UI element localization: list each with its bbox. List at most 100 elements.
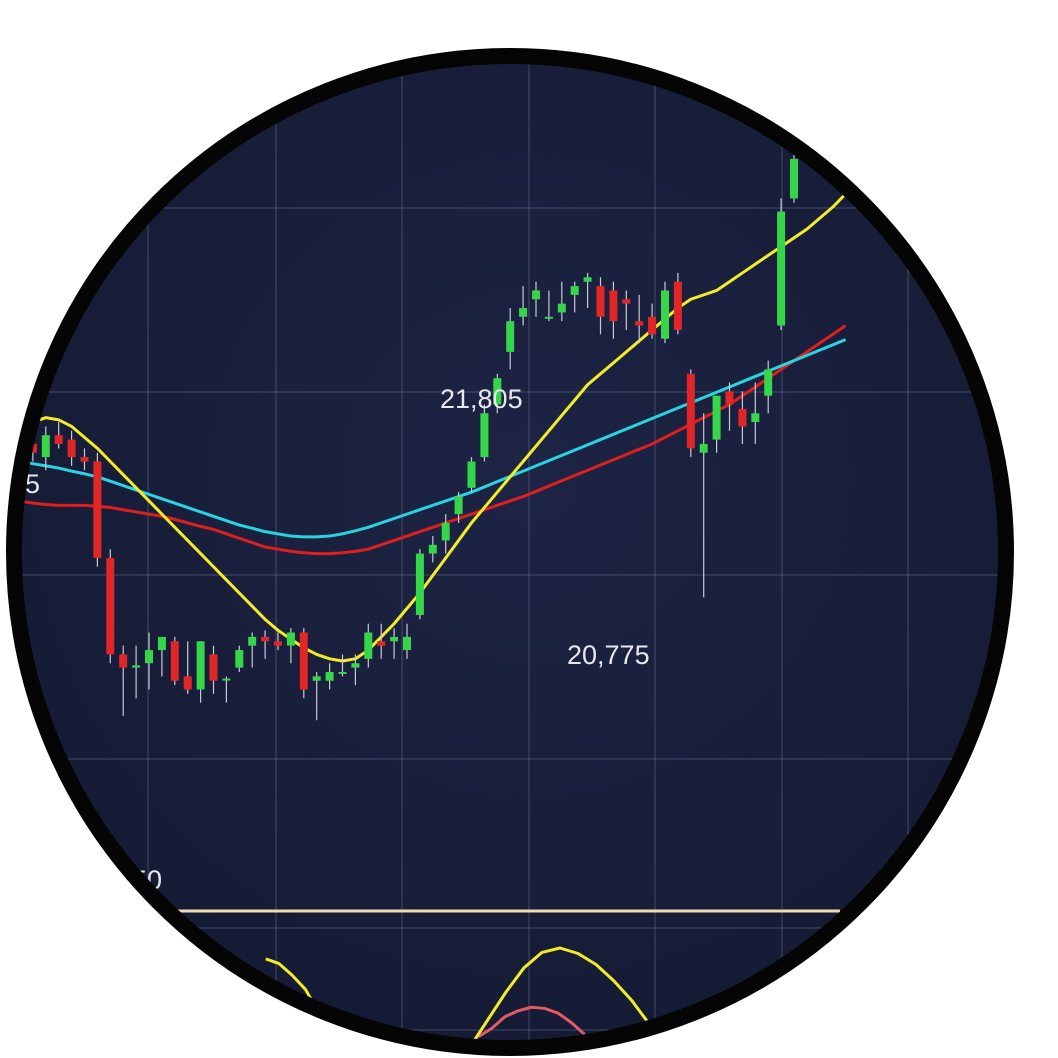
candle-body-bear [93,461,102,558]
candle [661,281,669,344]
candle [54,422,63,449]
candle-body-bear [209,654,218,681]
candle [351,654,360,686]
candle [415,549,424,620]
lens-bezel [6,48,1014,1056]
candle [493,373,502,414]
candle-body-bear [648,316,657,335]
candle-body-bear [725,391,734,405]
candle [338,654,347,677]
candle-body-bear [828,84,837,89]
candle [403,623,411,659]
candle-body-bear [54,435,63,444]
candle-body-bear [80,457,89,462]
candle [222,676,231,703]
candle [377,623,386,659]
candle-body-bear [299,632,308,690]
candle [196,641,205,703]
candle-body-bull [790,158,798,199]
candle [312,671,321,721]
candle [132,645,141,699]
candle-body-bear [596,286,605,317]
ma-line-ma-long [19,338,847,539]
candle [183,641,192,694]
candle [532,281,540,317]
candle [764,360,773,414]
candle [673,272,682,335]
candle-body-bear [274,641,282,646]
candle [364,623,373,668]
candle-body-bull [532,290,540,300]
candle [454,492,463,523]
candle [583,272,592,309]
candle [506,308,515,370]
candle-body-bull [506,321,515,352]
candle-body-bull [364,632,373,659]
candle [519,286,528,326]
candle-body-bull [41,435,50,458]
moving-averages [19,192,847,663]
candle [93,452,102,567]
candle [790,154,798,203]
label-20775: 20,775 [567,640,650,670]
candle-body-bull [196,641,205,690]
candle-body-bear [119,654,128,668]
candle [609,281,618,339]
candle-body-bull [403,636,411,651]
candle-body-bull [751,413,760,423]
candle [299,628,308,699]
candle [622,290,631,330]
candle [441,514,450,554]
candle [119,645,128,716]
candle-body-bear [673,281,682,330]
candle [686,369,695,458]
candle-body-bull [570,286,579,295]
candle [80,448,89,471]
candle-body-bull [222,678,231,681]
candle-body-bull [467,461,476,488]
ma-line-ma-mid [19,324,847,556]
candle-body-bull [454,496,463,515]
candle-body-bull [351,663,360,668]
candle-body-bear [635,321,644,326]
candle-body-bull [802,97,811,133]
candle-body-bull [428,544,437,554]
candle-body-bear [622,299,631,304]
candle [261,630,270,659]
candle [596,277,605,335]
candle [777,198,786,330]
candle [699,413,708,598]
candle-body-bull [699,443,708,453]
candle-body-bull [480,413,489,458]
candle [248,632,257,668]
candle [41,426,50,471]
candle-body-bear [261,636,270,642]
candle-body-bull [815,84,824,94]
oscillator-line-osc-yellow-peak [468,946,652,1044]
candle [570,281,579,313]
candle [67,430,76,466]
candle-body-bull [235,650,244,668]
candle-body-bull [764,369,773,396]
candle [170,636,179,686]
candle [274,632,282,651]
oscillator-line-osc-red [477,1005,586,1039]
candle-body-bull [544,316,553,319]
candle [145,632,153,690]
candle [738,391,747,444]
candle [157,636,166,677]
candle [725,382,734,431]
candle-body-bull [248,636,257,646]
candle-body-bull [132,665,141,668]
candle [467,457,476,493]
candle-body-bear [183,676,192,690]
candle [106,549,115,664]
candle [828,75,837,116]
ma-line-ma-short [19,192,847,663]
candle-body-bull [777,211,786,326]
candle-body-bear [67,439,76,458]
candle [325,663,334,690]
candle-body-bull [415,553,424,615]
